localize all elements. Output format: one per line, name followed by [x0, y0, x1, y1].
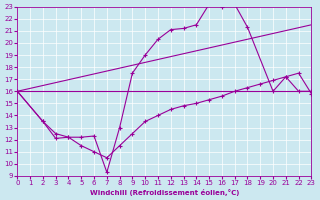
X-axis label: Windchill (Refroidissement éolien,°C): Windchill (Refroidissement éolien,°C): [90, 189, 239, 196]
